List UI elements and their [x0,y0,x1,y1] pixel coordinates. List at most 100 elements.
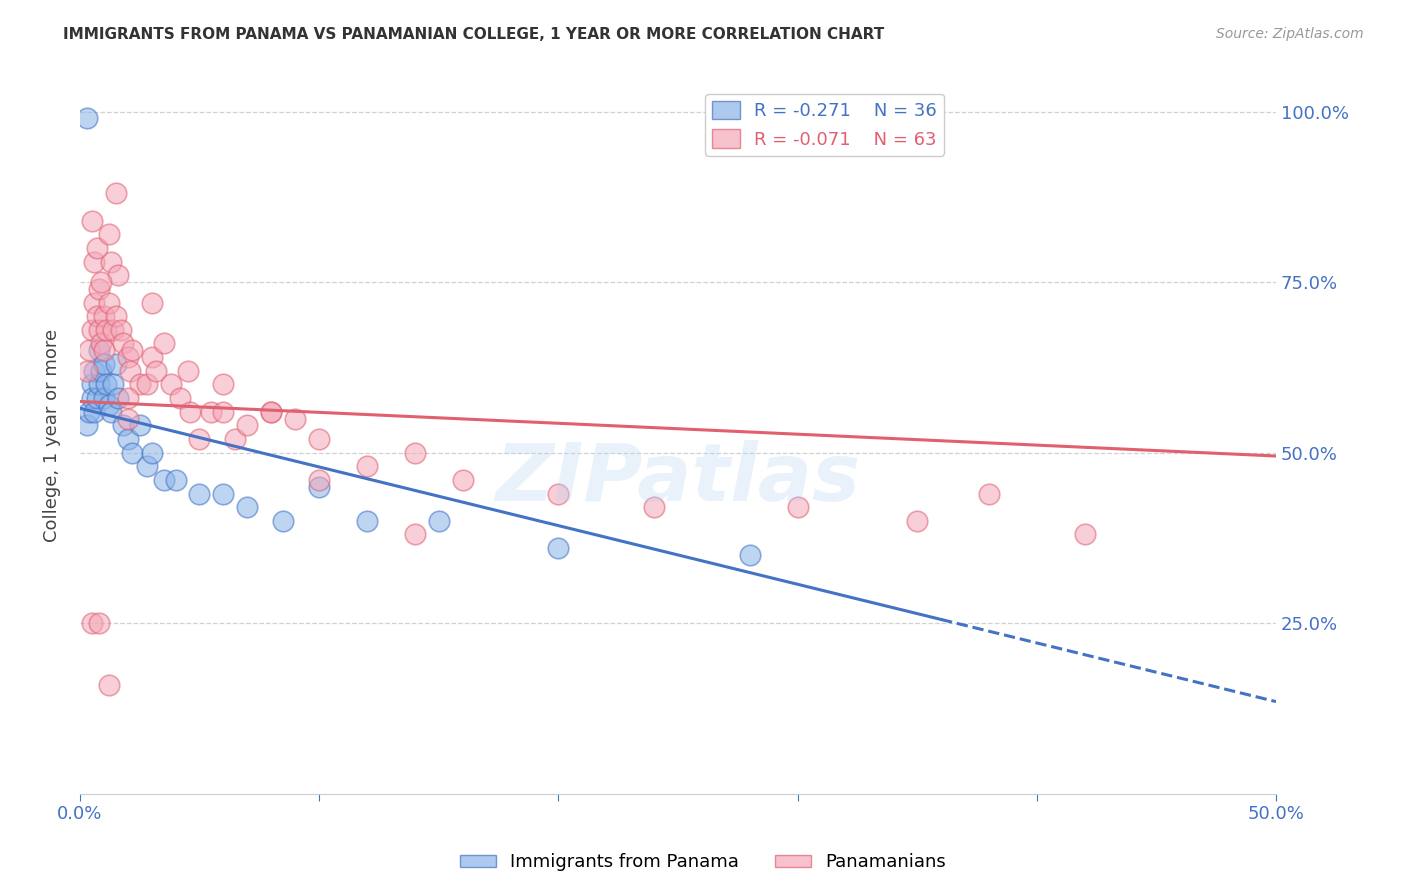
Point [260,405,283,419]
Point [87,377,110,392]
Point [236,500,259,515]
Point [356,459,378,474]
Point [308,432,330,446]
Point [308,473,330,487]
Point [188,432,211,446]
Point [427,514,450,528]
Point [93,343,115,358]
Point [76,112,98,126]
Point [271,514,294,528]
Point [176,364,198,378]
Point [80,616,103,631]
Point [738,548,761,562]
Point [83,405,105,419]
Point [356,514,378,528]
Point [111,336,134,351]
Point [80,213,103,227]
Point [104,186,127,201]
Text: Source: ZipAtlas.com: Source: ZipAtlas.com [1216,27,1364,41]
Point [87,343,110,358]
Point [121,343,143,358]
Point [117,391,139,405]
Point [93,309,115,323]
Point [212,377,235,392]
Point [90,364,112,378]
Point [100,254,122,268]
Point [76,364,98,378]
Point [87,616,110,631]
Point [103,377,125,392]
Point [97,398,120,412]
Point [308,480,330,494]
Point [159,377,181,392]
Point [97,677,120,691]
Point [107,268,129,283]
Point [404,445,426,459]
Point [76,418,98,433]
Legend: Immigrants from Panama, Panamanians: Immigrants from Panama, Panamanians [453,847,953,879]
Point [103,323,125,337]
Point [121,445,143,459]
Point [212,486,235,500]
Y-axis label: College, 1 year or more: College, 1 year or more [44,329,60,542]
Point [87,282,110,296]
Point [120,364,142,378]
Point [80,323,103,337]
Point [86,241,108,255]
Point [224,432,246,446]
Point [212,405,235,419]
Legend: R = -0.271    N = 36, R = -0.071    N = 63: R = -0.271 N = 36, R = -0.071 N = 63 [706,94,943,156]
Point [111,418,134,433]
Point [451,473,474,487]
Point [236,418,259,433]
Point [80,391,103,405]
Point [643,500,665,515]
Point [179,405,201,419]
Point [100,405,122,419]
Point [97,227,120,242]
Point [404,527,426,541]
Point [93,357,115,371]
Point [165,473,187,487]
Point [284,411,307,425]
Point [110,323,132,337]
Point [79,405,101,419]
Point [905,514,928,528]
Point [79,343,101,358]
Point [128,377,150,392]
Point [141,445,163,459]
Point [141,350,163,364]
Point [141,295,163,310]
Point [96,323,118,337]
Point [83,364,105,378]
Point [145,364,167,378]
Point [135,377,157,392]
Point [117,350,139,364]
Point [977,486,1000,500]
Point [104,309,127,323]
Point [135,459,157,474]
Point [97,295,120,310]
Point [152,473,174,487]
Point [90,275,112,289]
Point [200,405,222,419]
Point [188,486,211,500]
Point [547,486,569,500]
Point [87,323,110,337]
Point [96,377,118,392]
Point [260,405,283,419]
Point [169,391,191,405]
Point [80,377,103,392]
Point [83,254,105,268]
Point [83,295,105,310]
Point [152,336,174,351]
Point [90,336,112,351]
Point [104,357,127,371]
Point [547,541,569,555]
Text: IMMIGRANTS FROM PANAMA VS PANAMANIAN COLLEGE, 1 YEAR OR MORE CORRELATION CHART: IMMIGRANTS FROM PANAMA VS PANAMANIAN COL… [63,27,884,42]
Point [86,309,108,323]
Text: ZIPatlas: ZIPatlas [495,440,860,517]
Point [117,411,139,425]
Point [86,391,108,405]
Point [786,500,808,515]
